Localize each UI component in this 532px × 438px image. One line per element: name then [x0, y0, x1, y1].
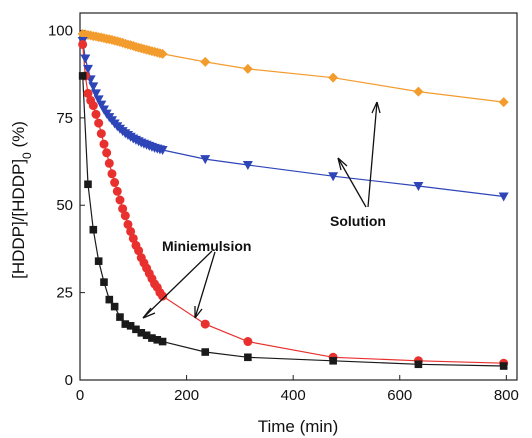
arrow-solution-orange [367, 101, 378, 208]
data-point [78, 72, 87, 80]
data-point [134, 246, 144, 256]
data-point [80, 54, 91, 64]
data-point [88, 82, 99, 92]
y-tick-label: 75 [56, 110, 73, 127]
data-point [244, 353, 252, 362]
data-point [137, 329, 146, 337]
axis-ticks: 0 200 400 600 800 0 25 50 75 100 [48, 22, 519, 404]
data-point [328, 172, 339, 182]
arrowhead-solution-orange [371, 101, 381, 114]
data-point [200, 155, 211, 165]
data-point [242, 63, 253, 74]
data-point [110, 302, 119, 311]
data-point [115, 195, 125, 205]
data-point [91, 109, 101, 119]
data-point [329, 356, 337, 365]
data-point [413, 182, 424, 192]
y-axis-title: [HDDP]/[HDDP]0 (%) [9, 121, 34, 279]
x-axis-title: Time (min) [258, 417, 339, 436]
data-point [158, 291, 168, 301]
data-point [118, 204, 128, 214]
data-point [153, 336, 162, 344]
data-point [116, 313, 124, 321]
data-point [94, 257, 103, 265]
data-point [100, 278, 108, 286]
data-point [120, 211, 130, 221]
data-markers [77, 28, 509, 370]
annotation-arrows [142, 101, 381, 319]
data-point [110, 178, 120, 188]
data-point [242, 161, 253, 171]
x-tick-label: 0 [76, 387, 84, 404]
arrowhead-miniemulsion-black [142, 307, 156, 319]
data-point [105, 295, 114, 304]
data-point [94, 118, 104, 128]
data-point [121, 320, 130, 328]
data-point [82, 64, 93, 74]
data-point [88, 101, 98, 111]
data-point [498, 97, 509, 108]
data-point [89, 225, 98, 234]
data-point [132, 325, 140, 334]
data-point [142, 331, 151, 340]
data-point [126, 226, 136, 236]
data-point [499, 362, 508, 370]
x-tick-label: 200 [174, 387, 199, 404]
y-tick-label: 0 [65, 372, 73, 389]
x-tick-label: 400 [281, 387, 306, 404]
data-point [126, 322, 135, 330]
data-point [200, 56, 211, 67]
arrow-miniemulsion-red [194, 251, 216, 319]
arrowhead-solution-blue [337, 157, 348, 171]
data-point [148, 334, 156, 342]
data-point [102, 148, 112, 158]
x-tick-label: 600 [387, 387, 412, 404]
x-tick-label: 800 [494, 387, 519, 404]
data-point [128, 233, 138, 243]
arrowhead-miniemulsion-red [194, 306, 203, 319]
data-point [78, 39, 88, 49]
data-point [96, 129, 106, 139]
data-point [498, 192, 509, 202]
annotation-solution: Solution [330, 213, 386, 229]
data-point [157, 146, 168, 156]
data-point [413, 86, 424, 97]
y-tick-label: 50 [56, 197, 73, 214]
data-point [414, 360, 423, 369]
data-point [123, 219, 133, 229]
data-point [243, 337, 253, 347]
data-point [99, 139, 109, 149]
data-point [93, 95, 104, 105]
plot-frame [79, 12, 518, 381]
arrow-solution-blue [337, 157, 367, 208]
y-tick-label: 100 [48, 22, 73, 39]
data-point [96, 100, 107, 110]
y-tick-label: 25 [56, 285, 73, 302]
data-point [328, 72, 339, 83]
data-point [84, 180, 92, 189]
data-point [83, 88, 93, 98]
annotation-miniemulsion: Miniemulsion [162, 238, 251, 254]
data-point [201, 348, 210, 356]
data-point [158, 337, 167, 346]
data-point [90, 89, 101, 99]
data-point [200, 319, 210, 329]
data-point [104, 158, 114, 168]
arrow-miniemulsion-black [142, 250, 213, 319]
data-point [157, 48, 168, 59]
data-point [107, 169, 117, 179]
data-point [112, 186, 122, 196]
